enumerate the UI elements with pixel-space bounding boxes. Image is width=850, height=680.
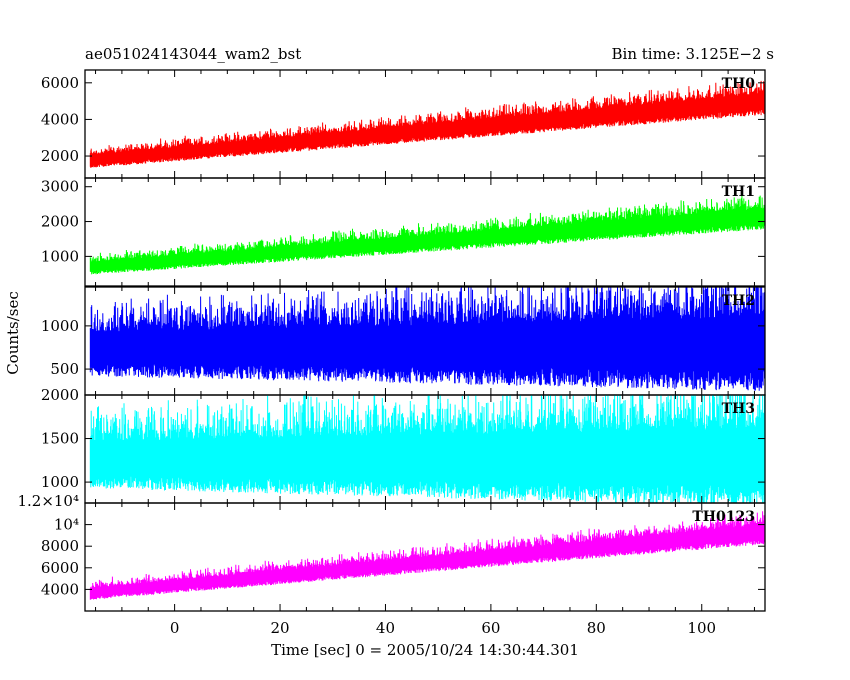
y-axis-label: Counts/sec	[4, 291, 22, 375]
series-trace-th1	[89, 193, 765, 275]
y-tick-label: 1000	[41, 317, 79, 335]
series-trace-th0	[89, 80, 765, 168]
y-tick-label: 1000	[41, 473, 79, 491]
x-tick-label: 40	[376, 619, 395, 637]
y-tick-label: 2000	[41, 386, 79, 404]
x-tick-label: 0	[170, 619, 180, 637]
panel-th2: 500 1000 TH2	[41, 286, 766, 396]
y-tick-label: 3000	[41, 178, 79, 196]
y-tick-label: 1500	[41, 430, 79, 448]
x-tick-label: 20	[270, 619, 289, 637]
panel-th0123: 4000 6000 8000 10⁴ 1.2×10⁴ TH0123	[17, 492, 766, 612]
x-tick-label: 60	[481, 619, 500, 637]
y-tick-label: 6000	[41, 559, 79, 577]
bin-time-label: Bin time: 3.125E−2 s	[612, 45, 774, 63]
y-tick-label: 2000	[41, 147, 79, 165]
series-name-label: TH0	[722, 76, 756, 92]
y-tick-label: 1.2×10⁴	[17, 492, 79, 510]
observation-id-title: ae051024143044_wam2_bst	[85, 45, 301, 63]
panel-frame	[84, 177, 766, 287]
y-tick-label: 10⁴	[54, 516, 79, 534]
x-tick-label: 80	[587, 619, 606, 637]
series-name-label: TH0123	[692, 509, 755, 525]
panel-th3: 1000 1500 2000 TH3	[41, 386, 766, 504]
series-trace-th2	[89, 287, 765, 391]
panel-th1: 1000 2000 3000 TH1	[41, 177, 766, 287]
y-tick-label: 4000	[41, 580, 79, 598]
y-tick-label: 6000	[41, 74, 79, 92]
series-name-label: TH1	[722, 184, 755, 200]
x-tick-label: 100	[687, 619, 716, 637]
series-name-label: TH2	[722, 293, 755, 309]
panel-th0: 2000 4000 6000 TH0	[41, 69, 766, 179]
series-trace-th3	[89, 395, 765, 503]
y-tick-label: 500	[50, 360, 79, 378]
series-name-label: TH3	[722, 401, 755, 417]
x-axis-label: Time [sec] 0 = 2005/10/24 14:30:44.301	[271, 641, 579, 659]
y-tick-label: 8000	[41, 537, 79, 555]
y-tick-label: 4000	[41, 110, 79, 128]
y-tick-label: 1000	[41, 247, 79, 265]
series-trace-th0123	[89, 511, 765, 600]
y-tick-label: 2000	[41, 213, 79, 231]
panel-frame	[84, 502, 766, 612]
